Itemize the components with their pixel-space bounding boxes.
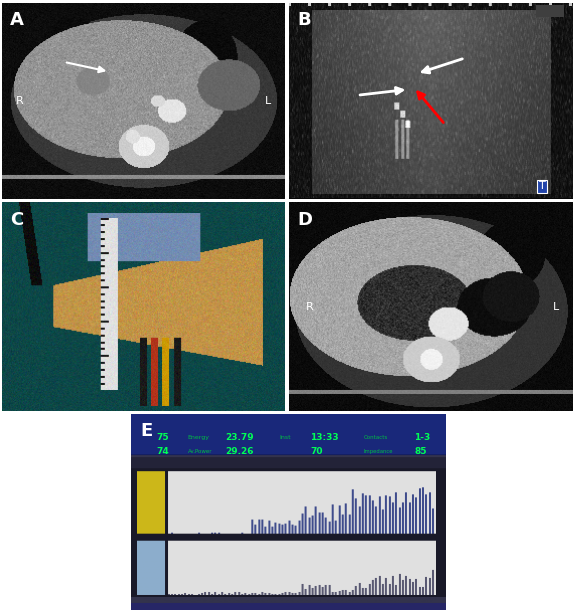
Text: Contacts: Contacts xyxy=(364,435,388,440)
Text: Impedance: Impedance xyxy=(364,449,393,454)
Text: 75: 75 xyxy=(156,433,169,442)
Text: Inst: Inst xyxy=(279,435,290,440)
Text: 13:33: 13:33 xyxy=(310,433,339,442)
Text: R: R xyxy=(306,302,314,311)
Text: A: A xyxy=(10,11,24,29)
Text: 23.79: 23.79 xyxy=(225,433,254,442)
Text: T: T xyxy=(539,181,546,191)
Text: L: L xyxy=(265,96,271,106)
Text: 29.26: 29.26 xyxy=(225,446,254,455)
Text: Av.Power: Av.Power xyxy=(187,449,212,454)
Text: B: B xyxy=(298,11,311,29)
Text: 70: 70 xyxy=(310,446,323,455)
Text: D: D xyxy=(298,211,313,229)
Text: Energy: Energy xyxy=(187,435,210,440)
Text: 1-3: 1-3 xyxy=(414,433,431,442)
Text: R: R xyxy=(16,96,24,106)
Text: C: C xyxy=(10,211,24,229)
Text: L: L xyxy=(553,302,559,311)
Text: 85: 85 xyxy=(414,446,427,455)
Text: E: E xyxy=(140,422,153,440)
Text: 74: 74 xyxy=(156,446,169,455)
